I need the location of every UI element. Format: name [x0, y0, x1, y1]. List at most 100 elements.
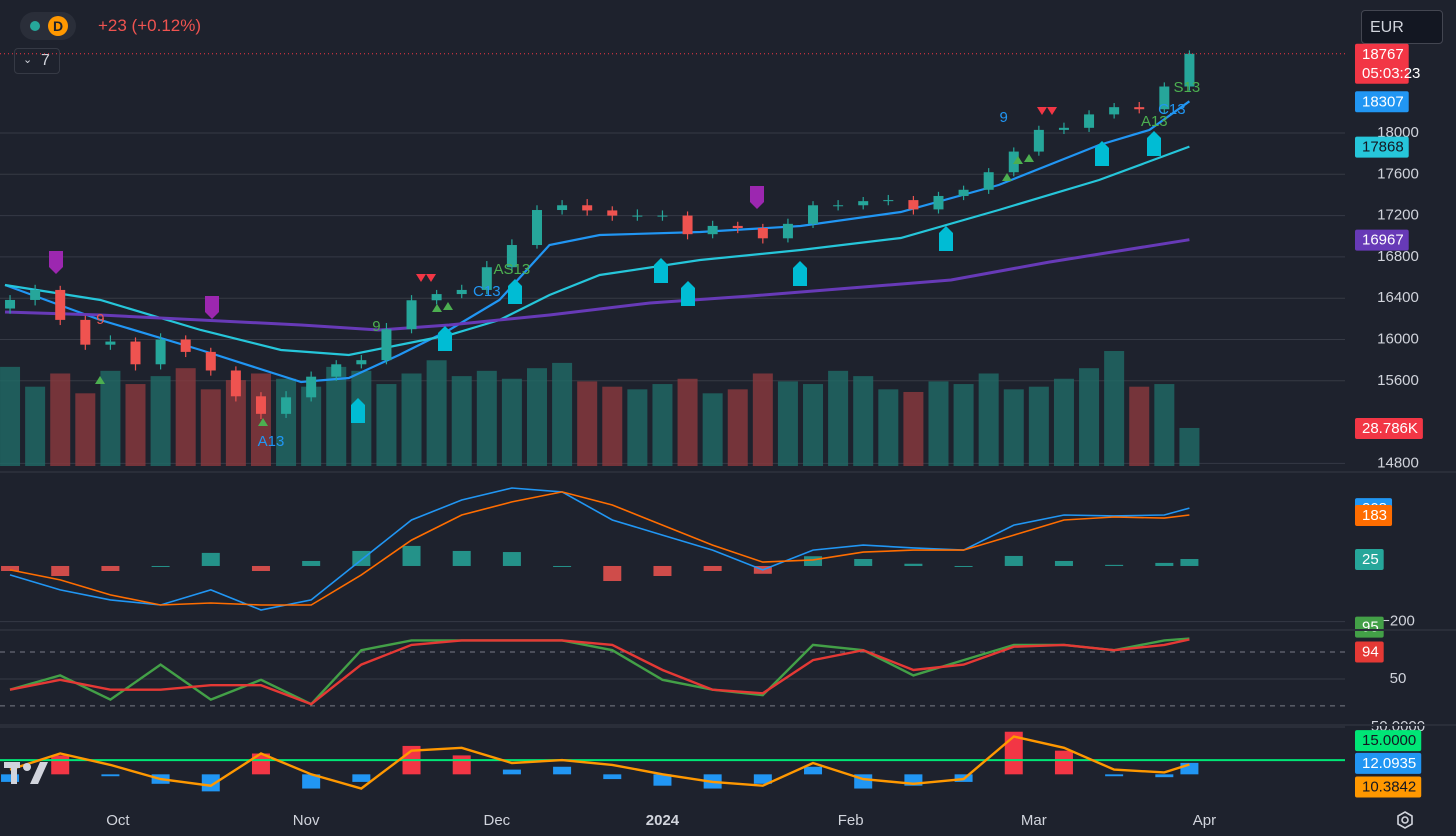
candle-body	[30, 289, 41, 300]
chevron: ⌄	[23, 54, 33, 66]
candle-body	[1084, 114, 1095, 128]
histogram-bar	[804, 766, 823, 775]
volume-bar	[175, 368, 196, 466]
axis-label: 18767	[1362, 46, 1404, 63]
y-tick-label: 16400	[1377, 289, 1419, 306]
candle-body	[1058, 127, 1069, 130]
price-change: +23 (+0.12%)	[98, 16, 202, 35]
axis-label-bg	[1355, 505, 1393, 527]
histogram-bar	[1155, 774, 1174, 778]
axis-label: 12.0935	[1362, 755, 1416, 772]
interval-badge: D	[48, 16, 68, 36]
candle-body	[632, 215, 643, 217]
axis-label-bg	[1355, 136, 1409, 158]
volume-bar	[1129, 386, 1150, 466]
volume-bar	[1179, 427, 1200, 466]
histogram-bar	[1105, 774, 1124, 777]
histogram-bar	[251, 753, 270, 775]
volume-bar	[1053, 378, 1074, 466]
candle-body	[908, 200, 919, 210]
candle-body	[406, 300, 417, 330]
candle-body	[958, 189, 969, 196]
header-pill[interactable]: D	[20, 12, 76, 40]
candle-body	[782, 223, 793, 239]
candle-body	[1134, 107, 1145, 110]
volume-bar	[1003, 389, 1024, 466]
volume-bar	[828, 370, 849, 466]
histogram-bar	[51, 755, 70, 775]
axis-label: 17868	[1362, 139, 1404, 156]
histogram-bar	[452, 550, 471, 566]
volume-bar	[0, 366, 21, 466]
candle-body	[5, 299, 16, 309]
candle-body	[356, 360, 367, 365]
signal-label: C13	[473, 283, 501, 300]
volume-bar	[1154, 384, 1175, 466]
candle-body	[858, 201, 869, 206]
axis-label-bg	[1355, 752, 1422, 774]
histogram-bar	[1004, 555, 1023, 566]
volume-bar	[1104, 351, 1125, 466]
volume-bar	[501, 378, 522, 466]
countdown: 05:03:23	[1362, 65, 1420, 82]
axis-label-box: 16967	[1355, 229, 1409, 251]
candle-body	[281, 397, 292, 414]
axis-label-box: 95	[1355, 616, 1384, 638]
indicator-line	[4, 100, 1191, 384]
axis-label-bg	[1355, 776, 1422, 798]
volume-bar	[150, 376, 171, 466]
histogram-bar	[904, 563, 923, 566]
histogram-bar	[854, 559, 873, 566]
volume-bar	[476, 370, 497, 466]
axis-label-box: 17868	[1355, 136, 1409, 158]
volume-bar	[928, 381, 949, 466]
histogram-bar	[201, 774, 220, 792]
candle-body	[381, 329, 392, 361]
volume-bar	[1028, 386, 1049, 466]
volume-bar	[953, 384, 974, 466]
candle-body	[707, 225, 718, 235]
volume-bar	[451, 376, 472, 466]
y-tick-label: 17600	[1377, 165, 1419, 182]
volume-bar	[752, 373, 773, 466]
axis-label-box: 183	[1355, 505, 1393, 527]
axis-label: 28.786K	[1362, 420, 1418, 437]
candle-body	[55, 289, 66, 320]
histogram-bar	[101, 774, 120, 777]
histogram-bar	[954, 565, 973, 567]
indicator-line	[4, 145, 1190, 357]
axis-label-box: 18307	[1355, 91, 1409, 113]
histogram-bar	[302, 774, 321, 789]
axis-label: 183	[1362, 507, 1387, 524]
volume-bar	[376, 384, 397, 466]
candle-body	[1159, 86, 1170, 110]
axis-label: 15.0000	[1362, 732, 1416, 749]
signal-label: C13	[1158, 101, 1186, 118]
axis-label-bg	[1355, 43, 1409, 84]
plot: 1480015600160001640016800172001760018000…	[0, 43, 1456, 829]
histogram-bar	[603, 565, 622, 582]
histogram-bar	[1, 774, 20, 782]
status-dot	[30, 21, 40, 31]
volume-bar	[301, 386, 322, 466]
histogram-bar	[101, 565, 120, 571]
settings-icon[interactable]	[1397, 811, 1413, 829]
axis-label: 94	[1362, 643, 1379, 660]
y-tick-label: 50	[1390, 670, 1407, 687]
x-tick-label: Mar	[1021, 812, 1047, 829]
currency-button[interactable]: EUR	[1361, 10, 1443, 44]
histogram-bar	[1105, 564, 1124, 566]
histogram-bar	[1, 565, 20, 571]
volume-bar	[25, 386, 46, 466]
indicator-line	[9, 491, 1190, 606]
candle-body	[431, 294, 442, 301]
axis-label-box: 10.3842	[1355, 776, 1422, 798]
histogram-bar	[703, 565, 722, 571]
histogram-bar	[452, 755, 471, 775]
indicator-line	[9, 487, 1190, 611]
y-tick-label: 15600	[1377, 372, 1419, 389]
candle-body	[1008, 151, 1019, 173]
indicator-line	[4, 238, 1190, 332]
indicator-toggle[interactable]: ⌄ 7	[14, 48, 60, 74]
x-tick-label: 2024	[646, 812, 680, 829]
